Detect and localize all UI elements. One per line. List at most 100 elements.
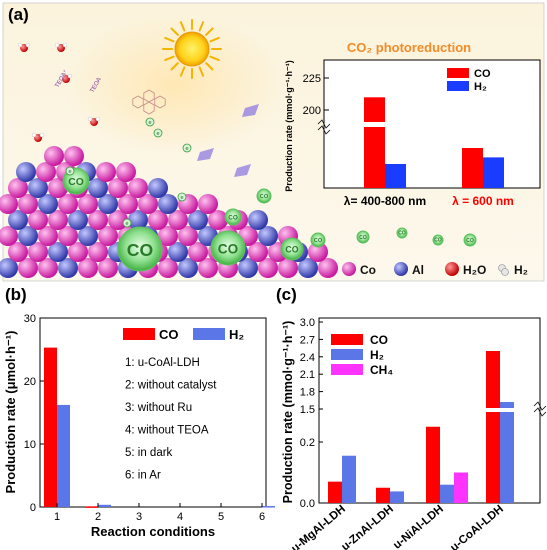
co-label: CO [260,194,269,200]
chart-c-legend-label: CH₄ [370,363,393,377]
electron-label: e [148,120,151,126]
chart-b-xtick-label: 2 [95,511,101,523]
panel-c: (c) 0.0 0.2 1.5 1.8 2.1 2.4 2.7 3.0 Production r… [276,285,547,550]
atom-legend-label: H₂O [463,263,486,277]
water-molecule [59,73,73,83]
electron-label: e [180,195,183,201]
chart-c-xtick-label: u-NiAl-LDH [391,503,446,550]
chart-a-ytick-label: 200 [303,105,321,117]
chart-c-legend-label: H₂ [370,348,384,362]
chart-b-legend-label: CO [159,327,179,342]
chart-b-legend-swatch-co [123,328,155,340]
chart-b-bar-h-1 [57,404,70,507]
chart-b-xtick-label: 4 [177,511,183,523]
chart-c-bar-co-u-znal-ldh [376,487,390,503]
chart-c-legend-label: CO [370,333,388,347]
chart-b-bar-h-6 [262,506,275,508]
nanosheet-fragment [197,148,214,161]
chart-b-xtick-label: 1 [54,511,60,523]
chart-c-ytick-label: 0.2 [300,437,315,449]
chart-c-ylabel: Production rate (mmol·g⁻¹·h⁻¹) [281,321,295,504]
co-label: CO [359,235,367,241]
chart-a-ylabel: Production rate (mmol·g⁻¹·h⁻¹) [284,60,294,192]
co-molecule: CO [432,234,444,246]
electron-label: e [185,146,188,152]
chart-a-bar-h-2 [483,157,504,188]
co-molecule: CO [256,188,272,204]
chart-a-xtick-label: λ = 600 nm [452,194,514,208]
chart-b-ytick-label: 10 [24,439,36,451]
water-molecule [17,42,31,52]
chart-c-axis-break-mark [533,401,547,417]
chart-b-condition-1: 1: u-CoAl-LDH [125,357,200,369]
co-molecule: CO [356,230,370,244]
panel-c-label: (c) [276,285,297,304]
chart-c-bar-h-u-nial-ldh [440,484,454,503]
light-glow [65,15,285,155]
electron: e [122,218,132,228]
electron: e [182,143,192,153]
chart-a-axis-break-mark [317,119,331,135]
atom-legend-item-al: Al [394,262,424,277]
chart-c-axis-break-band [320,408,539,412]
chart-a-legend-label: H₂ [474,81,487,93]
chart-c-ytick-label: 2.1 [300,369,315,381]
atom-legend-item-co: Co [342,262,376,277]
nanosheet-fragment [234,164,251,177]
atom-swatch-co [342,262,356,276]
chart-a-bar-h-1 [385,164,406,188]
atom-legend-label: Al [412,263,424,277]
chart-b-bar-co-1 [44,347,57,507]
chart-c: 0.0 0.2 1.5 1.8 2.1 2.4 2.7 3.0 Production rate … [281,317,547,550]
chart-a-legend-swatch-co [447,68,469,78]
nanosheet-fragment [242,104,259,117]
chart-b-legend-label: H₂ [229,327,244,342]
atom-legend-label: H₂ [514,263,528,277]
chart-c-bar-h-u-mgal-ldh [342,455,356,503]
chart-a-ytick-label: 225 [303,73,321,85]
co-molecule: CO [463,233,477,247]
chart-b-xtick-label: 6 [259,511,265,523]
chart-c-xtick-label: u-MgAl-LDH [289,503,348,550]
chart-c-ytick-label: 1.8 [300,387,315,399]
chart-c-ytick-label: 3.0 [300,317,315,329]
chart-c-ytick-label: 2.4 [300,352,315,364]
chart-c-bar-h-u-coal-ldh [500,402,514,503]
chart-c-xtick-label: u-ZnAl-LDH [339,503,396,550]
co-molecule: CO [117,226,163,272]
chart-c-ytick-label: 2.7 [300,334,315,346]
chart-b-ytick-label: 20 [24,376,36,388]
chart-c-legend-swatch-ch [331,364,363,375]
chart-a-axis-break-band [325,122,539,127]
atom-legend-label: Co [360,263,376,277]
co-molecule: CO [396,227,408,239]
chart-c-bar-co-u-nial-ldh [426,426,440,503]
chart-c-ytick-label: 0.0 [300,498,315,510]
sun-icon [162,19,222,79]
atom-legend-item-h: H₂ [498,263,528,277]
co-molecule: CO [280,237,304,261]
chart-a-bar-co-2 [462,148,483,188]
atom-legend: Co Al H₂O H₂ [342,262,528,277]
chart-c-legend-swatch-co [331,334,363,345]
chart-b: 0 10 20 30 1 2 3 4 5 6 Reaction conditions Producti… [3,313,275,539]
electron-label: e [156,131,159,137]
chart-c-legend-swatch-h [331,349,363,360]
panel-a-label: (a) [8,5,29,24]
chart-b-xtick-label: 3 [136,511,142,523]
chart-b-ytick-label: 0 [30,502,36,514]
chart-b-plot-area [39,317,267,508]
co-label: CO [314,238,323,244]
co-molecule: CO [310,232,326,248]
atom-legend-item-h-o: H₂O [445,262,486,277]
chart-a-xtick-label: λ= 400-800 nm [344,194,426,208]
electron: e [177,192,187,202]
co-label: CO [398,231,406,237]
water-molecule [54,42,68,52]
chart-a-bar-co-1 [364,97,385,188]
co-label: CO [285,245,298,255]
co-label: CO [228,215,238,222]
